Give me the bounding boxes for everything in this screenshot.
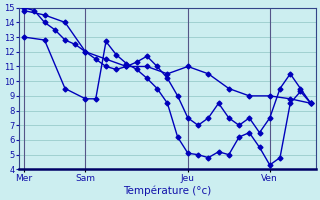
X-axis label: Température (°c): Température (°c) [123, 185, 212, 196]
